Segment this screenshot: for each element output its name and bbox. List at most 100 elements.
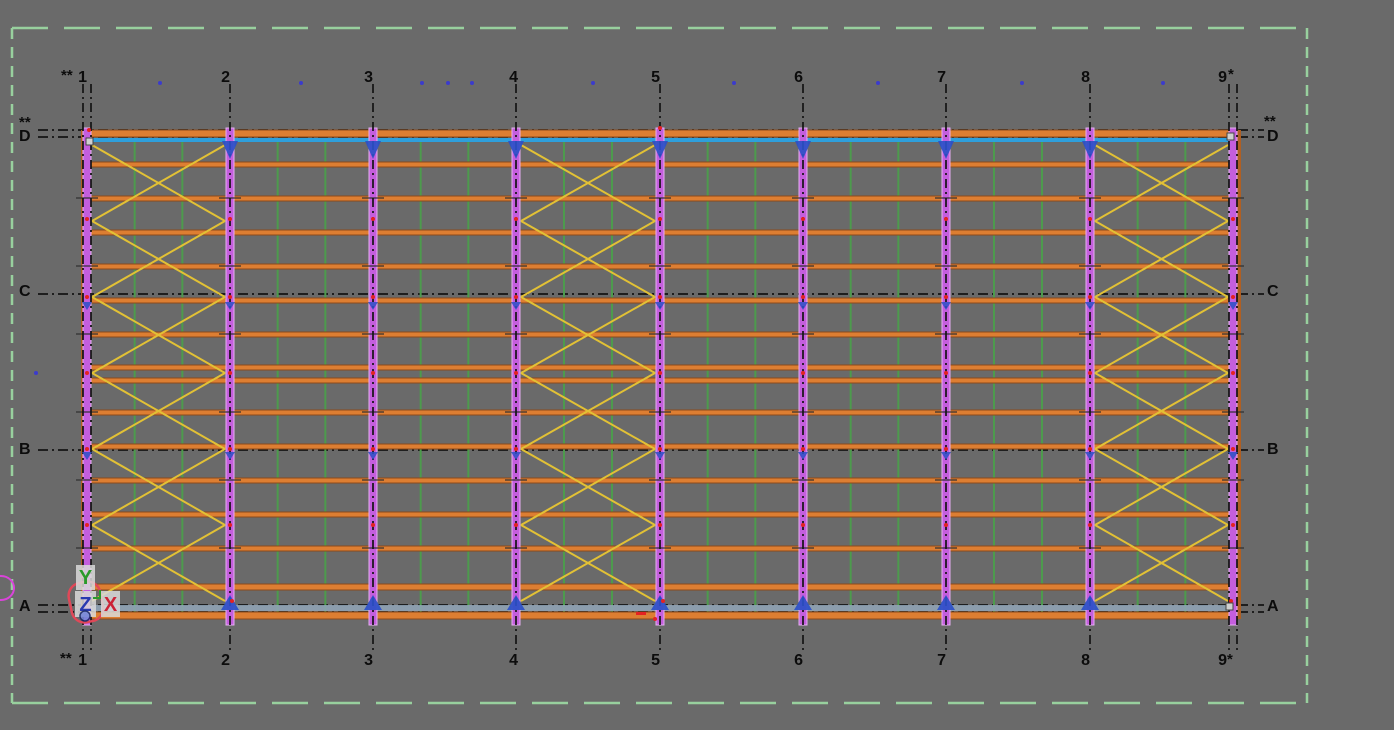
support-arrow-bottom [1081, 595, 1099, 610]
node-point [87, 128, 91, 132]
ucs-z-axis-label: Z [79, 594, 91, 616]
support-arrow-bottom [937, 595, 955, 610]
connection-tick [792, 265, 814, 267]
connection-tick [505, 479, 527, 481]
grid-label-top-5: 5 [651, 69, 660, 86]
reference-point [158, 81, 162, 85]
splice-arrow [1228, 452, 1238, 460]
support-arrow-top [365, 141, 381, 159]
reference-point [470, 81, 474, 85]
splice-arrow [368, 302, 378, 310]
brace-diagonal[interactable] [1094, 524, 1229, 602]
node-point [658, 523, 662, 527]
grid-label-bottom-4: 4 [509, 652, 518, 669]
splice-arrow [1085, 302, 1095, 310]
grid-label-top-7: 7 [937, 69, 946, 86]
node-mark [636, 612, 646, 615]
connection-tick [76, 479, 98, 481]
connection-tick [1079, 265, 1101, 267]
node-point [1088, 295, 1092, 299]
brace-diagonal[interactable] [520, 372, 656, 450]
selection-handle[interactable] [1226, 132, 1235, 141]
support-arrow-top [1082, 141, 1098, 159]
ucs-label-chip [76, 565, 95, 590]
node-point [658, 126, 662, 130]
connection-tick [76, 265, 98, 267]
grid-label-top-8: 8 [1081, 69, 1090, 86]
grid-label-top-4: 4 [509, 69, 518, 86]
star-mark-left-d: ** [19, 114, 31, 131]
ucs-x-axis-label: X [104, 594, 118, 616]
selection-handle[interactable] [1225, 602, 1234, 611]
reference-point [591, 81, 595, 85]
node-point [944, 217, 948, 221]
node-point [1088, 371, 1092, 375]
node-point [514, 523, 518, 527]
splice-arrow [655, 302, 665, 310]
star-mark-top-right: * [1228, 66, 1234, 83]
support-arrow-bottom [364, 595, 382, 610]
brace-diagonal[interactable] [91, 372, 226, 450]
ucs-label-chip [101, 591, 120, 617]
support-arrow-bottom [651, 595, 669, 610]
brace-diagonal[interactable] [520, 220, 656, 298]
splice-arrow [368, 452, 378, 460]
node-point [228, 295, 232, 299]
brace-diagonal[interactable] [1094, 296, 1229, 374]
connection-tick [649, 265, 671, 267]
support-arrow-bottom [794, 595, 812, 610]
brace-diagonal[interactable] [1094, 372, 1229, 450]
node-point [801, 523, 805, 527]
brace-diagonal[interactable] [1094, 144, 1229, 222]
node-point [658, 217, 662, 221]
grid-label-right-d: D [1267, 128, 1279, 145]
brace-diagonal[interactable] [1094, 220, 1229, 298]
support-arrow-top [652, 141, 668, 159]
ucs-y-axis-label: Y [79, 567, 93, 589]
edge-beam-right[interactable] [1237, 130, 1241, 619]
column-grid-9[interactable] [1228, 127, 1238, 626]
connection-tick [935, 479, 957, 481]
brace-diagonal[interactable] [520, 524, 656, 602]
clip-plane-symbol [0, 575, 15, 601]
grid-label-left-c: C [19, 283, 31, 300]
node-point [1088, 217, 1092, 221]
node-point [228, 447, 232, 451]
brace-diagonal[interactable] [91, 144, 226, 222]
splice-arrow [82, 452, 92, 460]
support-arrow-top [795, 141, 811, 159]
node-point [1231, 523, 1235, 527]
brace-diagonal[interactable] [520, 448, 656, 526]
brace-diagonal[interactable] [91, 524, 226, 602]
splice-arrow [798, 302, 808, 310]
connection-tick [505, 265, 527, 267]
reference-point [446, 81, 450, 85]
brace-diagonal[interactable] [91, 296, 226, 374]
node-point [801, 217, 805, 221]
support-arrow-top [938, 141, 954, 159]
brace-diagonal[interactable] [1094, 448, 1229, 526]
brace-diagonal[interactable] [91, 448, 226, 526]
connection-tick [219, 265, 241, 267]
node-point [658, 371, 662, 375]
support-arrow-top [222, 141, 238, 159]
node-point [85, 447, 89, 451]
node-point [944, 295, 948, 299]
reference-point [732, 81, 736, 85]
brace-diagonal[interactable] [91, 220, 226, 298]
node-point [514, 371, 518, 375]
brace-diagonal[interactable] [520, 296, 656, 374]
column-grid-1[interactable] [82, 127, 92, 626]
node-point [371, 295, 375, 299]
grid-label-right-c: C [1267, 283, 1279, 300]
splice-arrow [655, 452, 665, 460]
node-point [801, 371, 805, 375]
node-point [944, 371, 948, 375]
node-point [801, 295, 805, 299]
brace-diagonal[interactable] [520, 144, 656, 222]
selection-handle[interactable] [85, 137, 94, 146]
grid-label-top-9: 9 [1218, 69, 1227, 86]
node-point [944, 447, 948, 451]
